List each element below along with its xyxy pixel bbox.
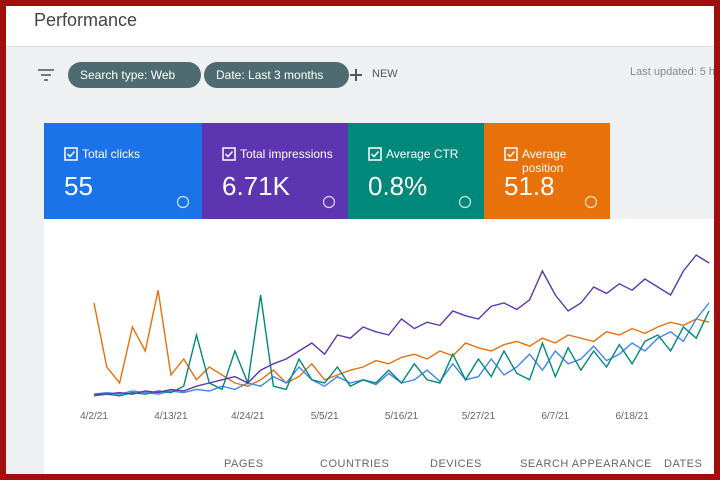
page-title: Performance [34,10,138,30]
checkbox-icon [222,147,236,161]
metric-label: Total clicks [82,147,141,161]
help-circle [584,195,598,209]
checkbox [222,147,236,161]
x-tick-label: 5/5/21 [311,411,339,422]
check [224,150,234,158]
chip-text: Search type: Web [80,68,176,82]
checkbox [504,147,518,161]
checkbox-icon [64,147,78,161]
tab[interactable]: SEARCH APPEARANCE [520,458,652,470]
filter-chip[interactable]: Date: Last 3 months [204,62,350,88]
chart: 4/2/21 4/13/21 4/24/21 5/5/21 5/16/21 5/27/21… [44,219,714,446]
help-circle [322,195,336,209]
checkbox-icon [504,147,518,161]
tab[interactable]: DATES [664,458,703,470]
tab[interactable]: COUNTRIES [320,458,390,470]
last-updated: Last updated: 5 ho [630,66,720,78]
metric-value: 55 [64,171,93,201]
metric-card[interactable]: Total clicks 55 [44,123,202,219]
metric-value: 6.71K [222,171,290,201]
x-tick-label: 5/27/21 [462,411,496,422]
checkbox-icon [368,147,382,161]
help-circle [176,195,190,209]
filter-icon[interactable] [36,68,56,82]
series-line [94,254,710,395]
help-icon [176,195,190,209]
tab-bar: PAGES COUNTRIES DEVICES SEARCH APPEARANCE DA… [44,446,714,474]
checkbox [368,147,382,161]
metric-card[interactable]: Total impressions 6.71K [202,123,348,219]
x-tick-label: 4/2/21 [80,411,108,422]
check [66,150,76,158]
x-tick-label: 4/24/21 [231,411,265,422]
metric-value: 51.8 [504,171,555,201]
series-line [93,294,710,397]
filter-chip[interactable]: Search type: Web [68,62,202,88]
top-bar: Performance [6,6,714,47]
series-line [93,290,710,387]
check [370,150,380,158]
x-tick-label: 6/18/21 [615,411,649,422]
metric-card[interactable]: Average CTR 0.8% [348,123,484,219]
chip-text: Date: Last 3 months [216,68,324,82]
metric-card[interactable]: Average position 51.8 [484,123,610,219]
metric-label: Average CTR [386,147,459,161]
metric-label: Total impressions [240,147,333,161]
new-button[interactable]: NEW [372,68,398,80]
check [506,150,516,158]
metric-value: 0.8% [368,171,428,201]
x-tick-label: 4/13/21 [154,411,188,422]
help-icon [322,195,336,209]
tab[interactable]: DEVICES [430,458,482,470]
metric-label: Average position [522,147,567,175]
checkbox [64,147,78,161]
help-icon [458,195,472,209]
plus-icon[interactable] [348,67,364,83]
help-icon [584,195,598,209]
tab[interactable]: PAGES [224,458,264,470]
help-circle [458,195,472,209]
x-tick-label: 6/7/21 [541,411,569,422]
x-tick-label: 5/16/21 [385,411,419,422]
